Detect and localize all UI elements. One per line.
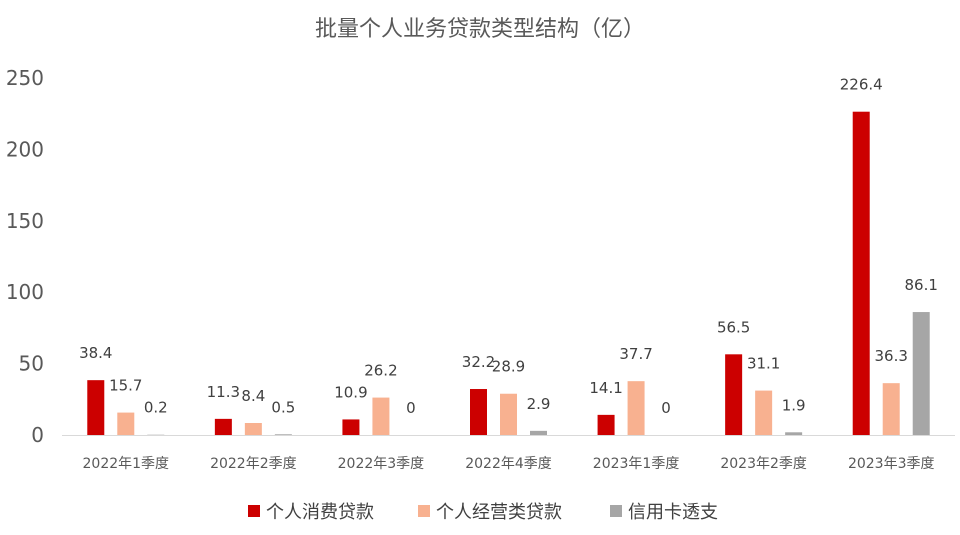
bar-business-loan bbox=[882, 383, 900, 435]
data-label: 32.2 bbox=[462, 353, 495, 371]
bar-business-loan bbox=[627, 381, 645, 435]
data-label: 37.7 bbox=[619, 345, 652, 363]
data-label: 28.9 bbox=[492, 358, 525, 376]
data-label: 1.9 bbox=[782, 396, 806, 414]
data-label: 226.4 bbox=[840, 76, 883, 94]
bar-consumer-loan bbox=[214, 418, 232, 435]
x-tick-label: 2023年1季度 bbox=[593, 456, 680, 472]
bar-group: 56.5 31.1 1.9 bbox=[717, 318, 806, 435]
y-tick-label: 100 bbox=[6, 280, 44, 304]
legend: 个人消费贷款 个人经营类贷款 信用卡透支 bbox=[248, 502, 718, 523]
y-tick-label: 250 bbox=[6, 66, 44, 90]
x-tick-label: 2022年1季度 bbox=[83, 456, 170, 472]
legend-label: 个人经营类贷款 bbox=[436, 502, 562, 523]
data-label: 26.2 bbox=[364, 362, 397, 380]
bar-group: 14.1 37.7 0 bbox=[589, 345, 671, 435]
y-tick-label: 150 bbox=[6, 209, 44, 233]
data-label: 36.3 bbox=[875, 347, 908, 365]
legend-label: 信用卡透支 bbox=[628, 502, 718, 523]
data-label: 2.9 bbox=[527, 395, 551, 413]
bar-business-loan bbox=[244, 423, 262, 435]
bar-business-loan bbox=[500, 393, 517, 435]
chart-title: 批量个人业务贷款类型结构（亿） bbox=[315, 17, 645, 42]
legend-label: 个人消费贷款 bbox=[266, 502, 374, 523]
x-tick-label: 2023年3季度 bbox=[848, 456, 935, 472]
plot-area: 38.4 15.70.2 11.3 8.4 0.5 10.9 26.2 0 32.228.9 2.… bbox=[79, 76, 938, 435]
y-tick-label: 50 bbox=[19, 352, 44, 376]
bar-consumer-loan bbox=[852, 111, 870, 435]
data-label: 86.1 bbox=[905, 276, 938, 294]
data-label: 56.5 bbox=[717, 318, 750, 336]
data-label: 38.4 bbox=[79, 344, 112, 362]
bar-group: 11.3 8.4 0.5 bbox=[207, 383, 295, 435]
y-axis: 0 50 100 150 200 250 bbox=[6, 66, 44, 447]
legend-item: 个人经营类贷款 bbox=[418, 502, 562, 523]
x-tick-label: 2023年2季度 bbox=[720, 456, 807, 472]
data-label: 0.2 bbox=[144, 399, 168, 417]
bar-business-loan bbox=[755, 390, 773, 435]
bar-credit-card bbox=[912, 312, 930, 435]
x-axis: 2022年1季度 2022年2季度 2022年3季度 2022年4季度 2023年1季度… bbox=[62, 435, 955, 472]
bar-consumer-loan bbox=[470, 389, 487, 435]
bar-business-loan bbox=[372, 397, 390, 435]
legend-swatch bbox=[248, 505, 260, 517]
bar-group: 38.4 15.70.2 bbox=[79, 344, 168, 435]
bar-credit-card bbox=[274, 434, 292, 435]
bar-credit-card bbox=[785, 432, 803, 435]
x-tick-label: 2022年2季度 bbox=[210, 456, 297, 472]
legend-item: 信用卡透支 bbox=[610, 502, 718, 523]
x-tick-label: 2022年3季度 bbox=[338, 456, 425, 472]
legend-swatch bbox=[610, 505, 622, 517]
data-label: 0 bbox=[661, 399, 671, 417]
legend-item: 个人消费贷款 bbox=[248, 502, 374, 523]
legend-swatch bbox=[418, 505, 430, 517]
data-label: 8.4 bbox=[241, 387, 265, 405]
bar-consumer-loan bbox=[725, 354, 743, 435]
bar-group: 32.228.9 2.9 bbox=[462, 353, 551, 435]
bar-group: 10.9 26.2 0 bbox=[334, 362, 416, 435]
bar-credit-card bbox=[530, 430, 547, 435]
bar-consumer-loan bbox=[342, 419, 360, 435]
x-tick-label: 2022年4季度 bbox=[465, 456, 552, 472]
data-label: 10.9 bbox=[334, 383, 367, 401]
data-label: 31.1 bbox=[747, 355, 780, 373]
data-label: 15.7 bbox=[109, 377, 142, 395]
y-tick-label: 0 bbox=[31, 423, 44, 447]
data-label: 11.3 bbox=[207, 383, 240, 401]
y-tick-label: 200 bbox=[6, 137, 44, 161]
bar-consumer-loan bbox=[597, 414, 615, 435]
bar-consumer-loan bbox=[87, 380, 105, 435]
bar-business-loan bbox=[117, 412, 135, 435]
data-label: 0 bbox=[406, 399, 416, 417]
bar-group: 226.4 36.3 86.1 bbox=[840, 76, 938, 435]
data-label: 14.1 bbox=[589, 379, 622, 397]
data-label: 0.5 bbox=[271, 398, 295, 416]
